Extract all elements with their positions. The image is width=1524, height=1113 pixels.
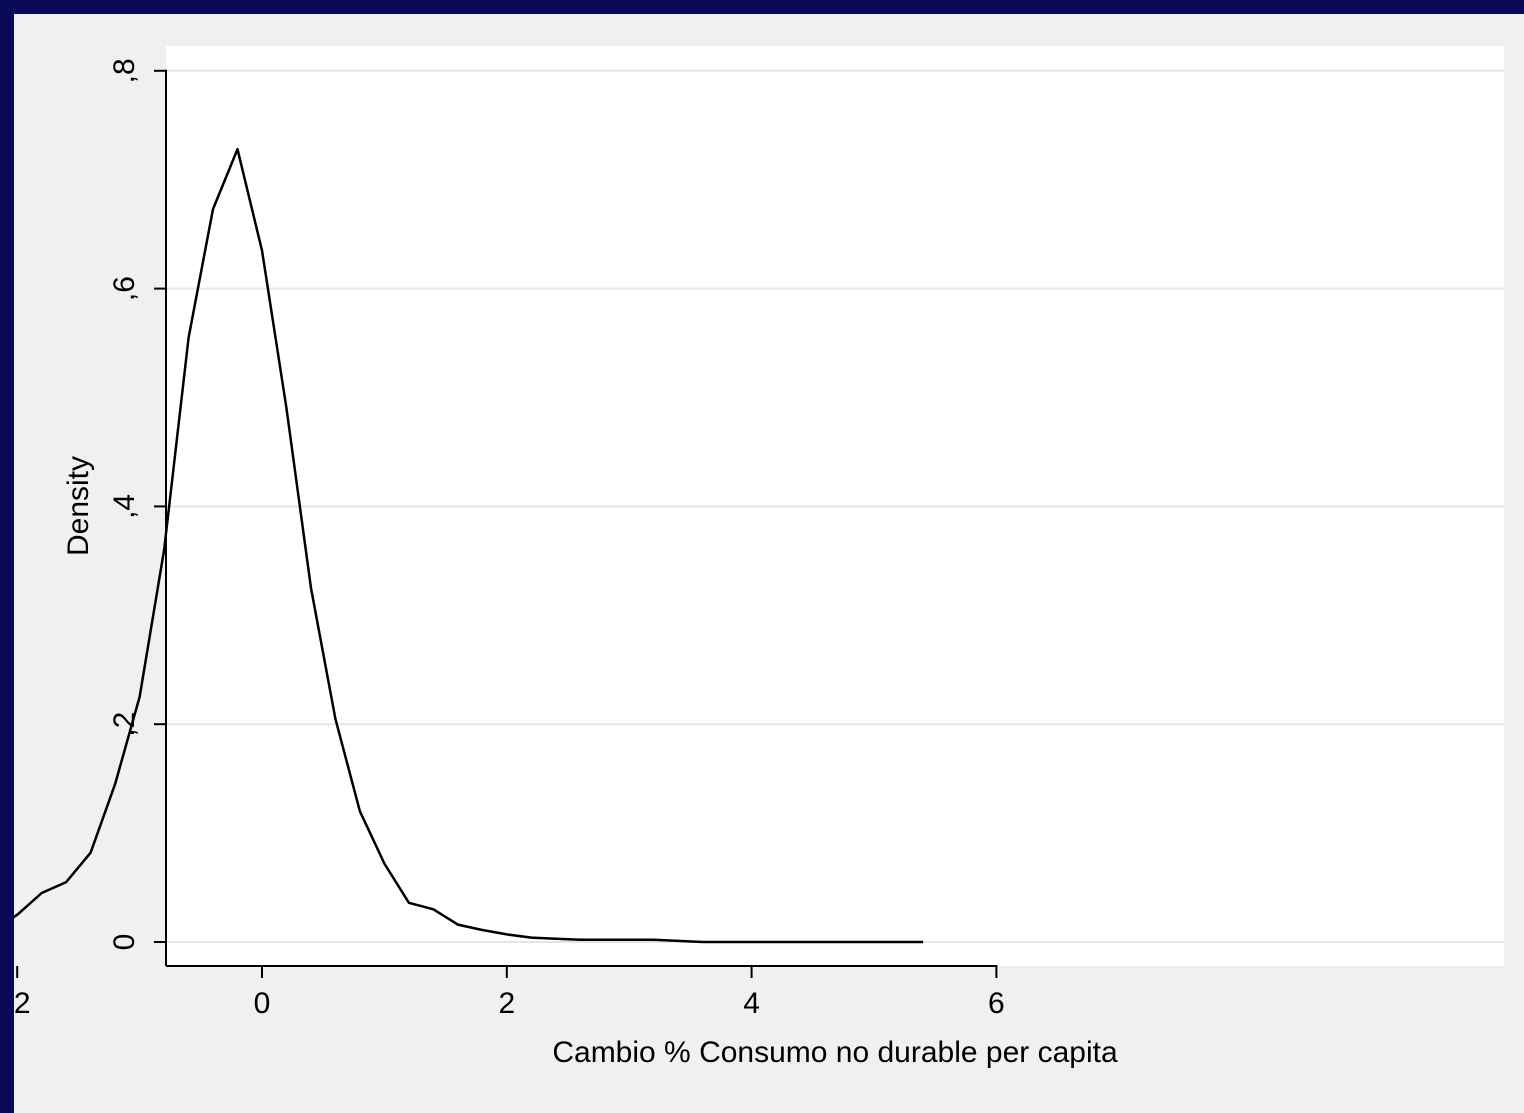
gridlines bbox=[166, 69, 1504, 943]
x-tick-label-5: 6 bbox=[988, 987, 1005, 1020]
y-tick-label-4: ,8 bbox=[108, 58, 141, 83]
x-axis-title: Cambio % Consumo no durable per capita bbox=[552, 1036, 1118, 1069]
y-tick-label-0: 0 bbox=[108, 934, 141, 951]
axes bbox=[165, 69, 998, 967]
y-tick-label-3: ,6 bbox=[108, 276, 141, 301]
x-tick-label-2: 0 bbox=[254, 987, 271, 1020]
y-tick-label-1: ,2 bbox=[108, 712, 141, 737]
x-tick-label-3: 2 bbox=[498, 987, 515, 1020]
y-tick-label-2: ,4 bbox=[108, 494, 141, 519]
density-line bbox=[14, 147, 923, 944]
x-tick-label-1: -2 bbox=[14, 987, 31, 1020]
x-tick-label-4: 4 bbox=[743, 987, 760, 1020]
y-axis-title: Density bbox=[62, 456, 95, 556]
